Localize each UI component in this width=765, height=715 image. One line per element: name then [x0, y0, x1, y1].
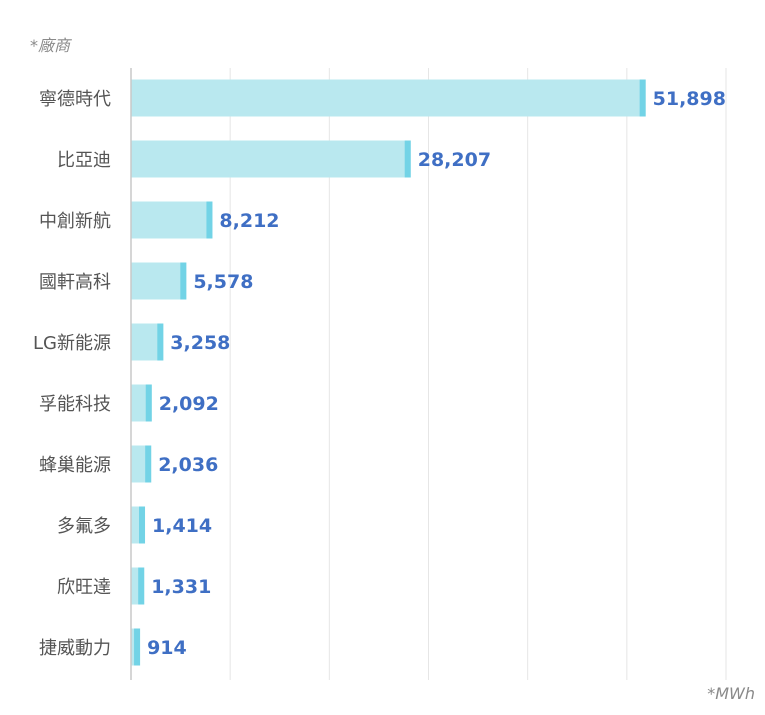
bar-cap-7 [139, 506, 146, 544]
category-label-7: 多氟多 [57, 516, 111, 537]
bar-cap-1 [404, 140, 411, 178]
bar-cap-6 [145, 445, 152, 483]
bar-2 [131, 201, 213, 239]
bar-1 [131, 140, 411, 178]
bar-cap-0 [639, 79, 646, 117]
bar-cap-8 [138, 567, 145, 605]
bar-3 [131, 262, 187, 300]
bar-0 [131, 79, 646, 117]
value-label-7: 1,414 [152, 515, 212, 537]
value-label-9: 914 [147, 637, 187, 659]
bar-cap-9 [134, 628, 141, 666]
category-label-5: 孚能科技 [39, 394, 111, 415]
value-label-8: 1,331 [151, 576, 211, 598]
category-label-9: 捷威動力 [39, 638, 111, 659]
value-label-6: 2,036 [158, 454, 218, 476]
bar-cap-2 [206, 201, 213, 239]
category-label-6: 蜂巢能源 [39, 455, 111, 476]
bar-cap-4 [157, 323, 164, 361]
unit-label: *MWh [707, 684, 755, 703]
value-label-1: 28,207 [418, 149, 491, 171]
category-label-3: 國軒高科 [39, 272, 111, 293]
value-label-4: 3,258 [170, 332, 230, 354]
category-label-0: 寧德時代 [39, 89, 111, 110]
bar-cap-5 [145, 384, 152, 422]
y-axis-title: *廠商 [30, 36, 71, 55]
category-label-1: 比亞迪 [57, 150, 111, 171]
category-label-8: 欣旺達 [57, 577, 111, 598]
category-label-2: 中創新航 [39, 211, 111, 232]
value-label-5: 2,092 [159, 393, 219, 415]
value-label-3: 5,578 [193, 271, 253, 293]
value-label-2: 8,212 [219, 210, 279, 232]
bar-cap-3 [180, 262, 187, 300]
category-label-4: LG新能源 [33, 333, 111, 354]
value-label-0: 51,898 [653, 88, 726, 110]
